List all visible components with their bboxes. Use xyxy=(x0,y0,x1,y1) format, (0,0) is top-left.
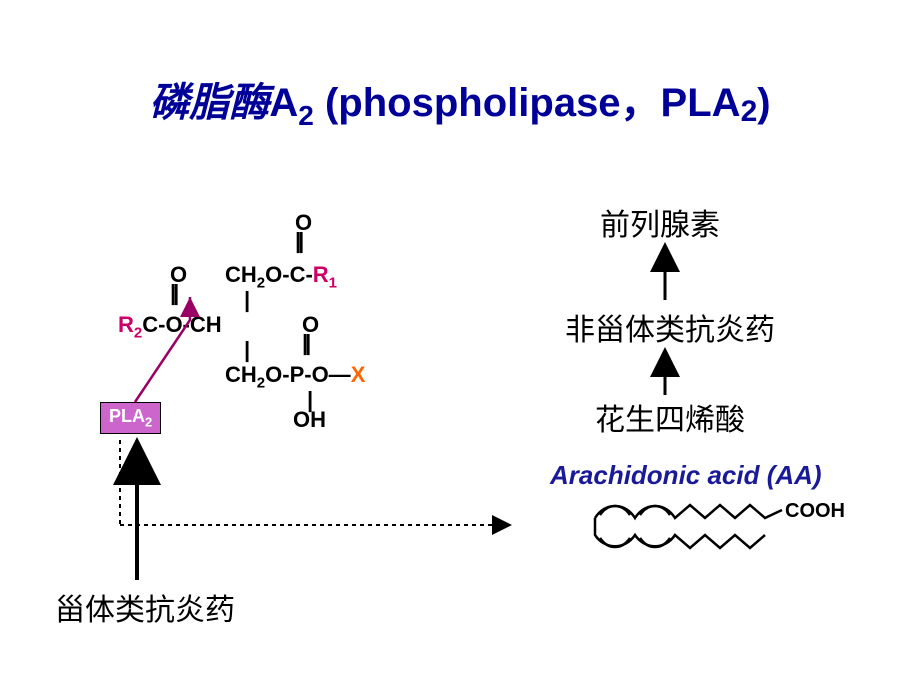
aa-structure xyxy=(595,505,782,548)
diagram-svg xyxy=(0,0,920,690)
pla2-arrow xyxy=(135,297,190,402)
